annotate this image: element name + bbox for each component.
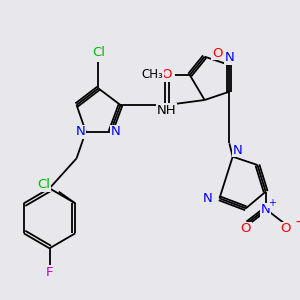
Text: Cl: Cl — [38, 178, 50, 191]
Text: O: O — [161, 68, 172, 82]
Text: -: - — [295, 216, 300, 230]
Text: O: O — [241, 223, 251, 236]
Text: N: N — [261, 203, 271, 216]
Text: N: N — [76, 125, 86, 138]
Text: +: + — [268, 198, 276, 208]
Text: NH: NH — [157, 103, 176, 116]
Text: N: N — [203, 192, 213, 205]
Text: Cl: Cl — [92, 46, 105, 59]
Text: CH₃: CH₃ — [142, 68, 164, 82]
Text: N: N — [224, 51, 234, 64]
Text: N: N — [233, 143, 242, 157]
Text: F: F — [46, 266, 53, 279]
Text: O: O — [280, 223, 291, 236]
Text: N: N — [111, 125, 120, 138]
Text: O: O — [212, 47, 222, 60]
